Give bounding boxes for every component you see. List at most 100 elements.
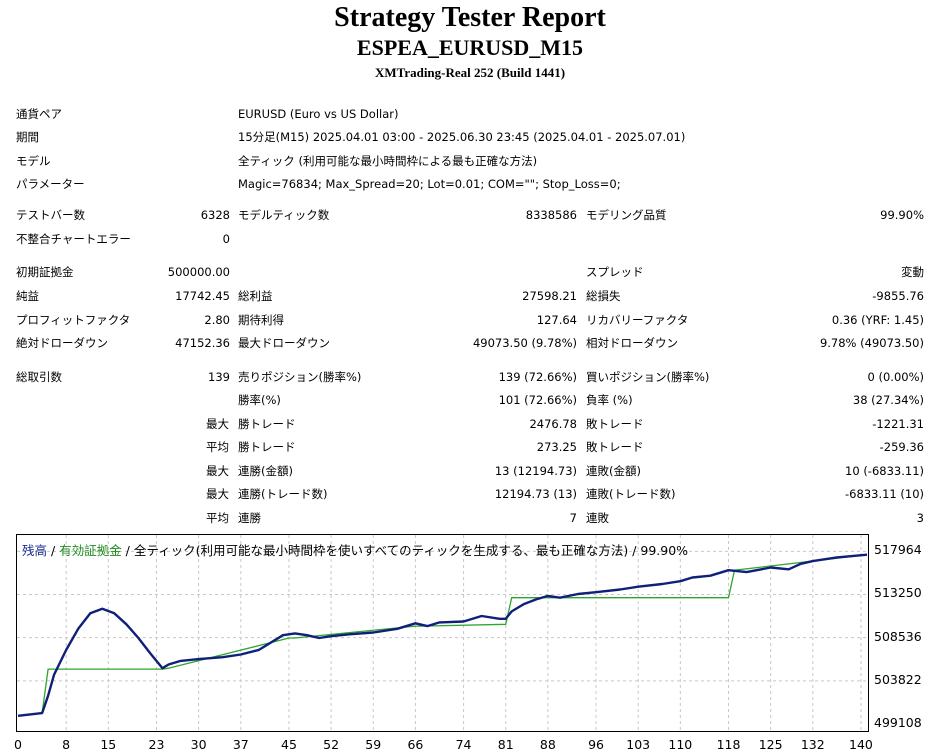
long-positions-value: 0 (0.00%) [867,370,924,384]
y-tick-label: 503822 [874,671,922,687]
legend-equity: 有効証拠金 [59,543,122,558]
server-build: XMTrading-Real 252 (Build 1441) [374,65,566,80]
max-consec-profit-label: 連勝(トレード数) [238,487,328,501]
chart-legend: 残高 / 有効証拠金 / 全ティック(利用可能な最小時間枠を使いすべてのティック… [22,540,688,559]
x-tick-label: 52 [323,737,340,752]
max-drawdown-label: 最大ドローダウン [238,336,330,350]
quality-label: モデリング品質 [586,208,667,222]
info-value-parameters: Magic=76834; Max_Spread=20; Lot=0.01; CO… [238,177,621,191]
avg-consec-wins-value: 7 [569,511,577,525]
avg-loss-label: 敗トレード [586,440,644,454]
ticks-label: モデルティック数 [238,208,330,222]
max-consec-losses-label: 連敗(金額) [586,464,641,478]
bars-label: テストバー数 [16,208,85,222]
short-positions-value: 139 (72.66%) [498,370,577,384]
deposit-label: 初期証拠金 [16,265,74,279]
quality-value: 99.90% [880,208,924,222]
x-tick-label: 8 [62,737,71,752]
max-drawdown-value: 49073.50 (9.78%) [472,336,577,350]
x-tick-label: 15 [100,737,117,752]
x-tick-label: 0 [14,737,22,752]
avg-win-label: 勝トレード [238,440,296,454]
y-tick-label: 513250 [874,585,922,601]
largest-win-value: 2476.78 [529,417,577,431]
x-tick-label: 132 [800,737,825,752]
total-trades-value: 139 [208,370,230,384]
info-label-period: 期間 [16,130,39,144]
avg-win-prefix: 平均 [206,440,229,454]
errors-label: 不整合チャートエラー [16,232,131,246]
avg-consec-wins-prefix: 平均 [206,511,229,525]
largest-win-prefix: 最大 [206,417,229,431]
largest-win-label: 勝トレード [238,417,296,431]
x-tick-label: 118 [716,737,741,752]
profit-factor-value: 2.80 [204,313,230,327]
y-tick-label: 499108 [874,715,922,730]
equity-line [17,554,868,717]
info-value-symbol: EURUSD (Euro vs US Dollar) [238,107,399,121]
x-tick-label: 81 [497,737,514,752]
max-consec-wins-label: 連勝(金額) [238,464,293,478]
avg-consec-wins-label: 連勝 [238,511,261,525]
spread-value: 変動 [901,265,924,279]
profit-factor-label: プロフィットファクタ [16,313,131,327]
report-subtitle: ESPEA_EURUSD_M15 [356,35,584,60]
legend-separator: / [47,543,60,558]
info-label-model: モデル [16,154,51,168]
loss-rate-label: 負率 (%) [586,393,633,407]
abs-drawdown-value: 47152.36 [175,336,230,350]
win-rate-label: 勝率(%) [238,393,281,407]
gross-profit-value: 27598.21 [522,289,577,303]
balance-line [17,553,868,717]
gross-loss-value: -9855.76 [872,289,924,303]
balance-chart [16,534,869,732]
gross-loss-label: 総損失 [586,289,621,303]
total-trades-label: 総取引数 [16,370,62,384]
x-tick-label: 96 [588,737,604,752]
info-value-model: 全ティック (利用可能な最小時間枠による最も正確な方法) [238,154,538,168]
rel-drawdown-value: 9.78% (49073.50) [819,336,924,350]
avg-loss-value: -259.36 [879,440,924,454]
x-tick-label: 125 [758,737,783,752]
rel-drawdown-label: 相対ドローダウン [586,336,678,350]
y-tick-label: 517964 [874,542,922,558]
errors-value: 0 [222,232,230,246]
net-profit-value: 17742.45 [175,289,230,303]
expected-payoff-label: 期待利得 [238,313,284,327]
x-tick-label: 66 [407,737,424,752]
legend-balance: 残高 [22,543,48,558]
max-consec-losses-value: 10 (-6833.11) [845,464,924,478]
expected-payoff-value: 127.64 [536,313,577,327]
legend-model-info: / 全ティック(利用可能な最小時間枠を使いすべてのティックを生成する、最も正確な… [121,543,689,558]
x-tick-label: 59 [365,737,382,752]
avg-win-value: 273.25 [536,440,577,454]
info-value-period: 15分足(M15) 2025.04.01 03:00 - 2025.06.30 … [238,130,686,144]
avg-consec-losses-label: 連敗 [586,511,609,525]
net-profit-label: 純益 [16,289,39,303]
deposit-value: 500000.00 [167,265,230,279]
info-label-symbol: 通貨ペア [16,107,62,121]
avg-consec-losses-value: 3 [916,511,924,525]
x-tick-label: 88 [539,737,556,752]
x-tick-label: 23 [148,737,165,752]
max-consec-loss-label: 連敗(トレード数) [586,487,676,501]
win-rate-value: 101 (72.66%) [498,393,577,407]
short-positions-label: 売りポジション(勝率%) [238,370,362,384]
recovery-factor-value: 0.36 (YRF: 1.45) [831,313,924,327]
max-consec-wins-value: 13 (12194.73) [494,464,577,478]
bars-value: 6328 [200,208,230,222]
spread-label: スプレッド [586,265,644,279]
x-tick-label: 110 [668,737,693,752]
max-consec-profit-prefix: 最大 [206,487,229,501]
loss-rate-value: 38 (27.34%) [852,393,924,407]
gross-profit-label: 総利益 [238,289,273,303]
long-positions-label: 買いポジション(勝率%) [586,370,710,384]
x-tick-label: 74 [455,737,472,752]
x-tick-label: 140 [849,737,873,752]
max-consec-loss-value: -6833.11 (10) [845,487,924,501]
info-label-parameters: パラメーター [16,177,85,191]
x-tick-label: 103 [626,737,651,752]
chart-frame [16,534,869,732]
y-tick-label: 508536 [874,628,922,644]
ticks-value: 8338586 [525,208,577,222]
